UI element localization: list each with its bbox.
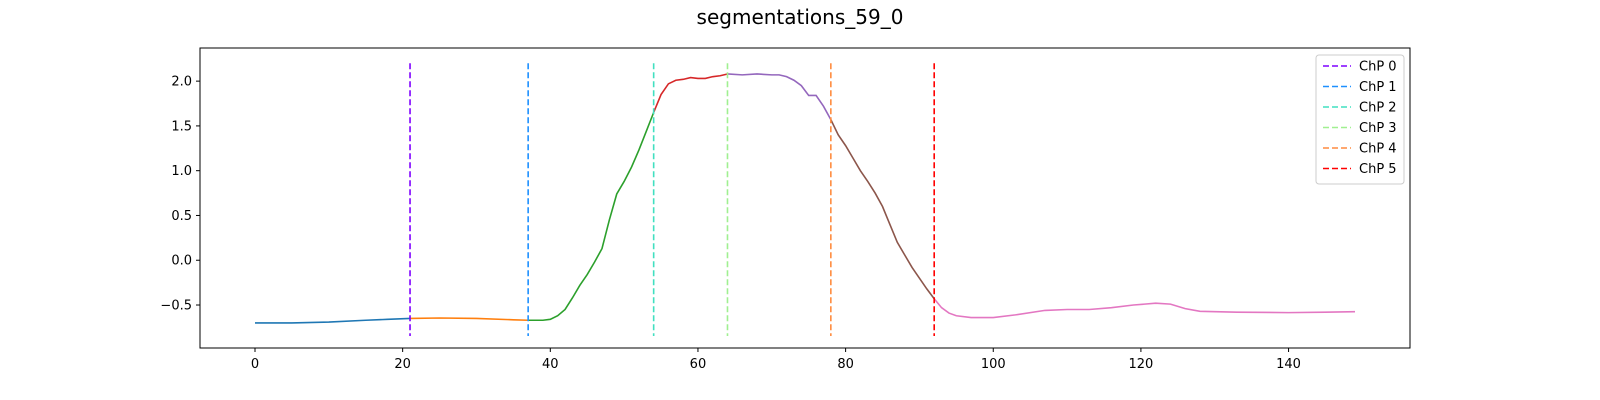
series-segment-6 — [933, 298, 1356, 319]
y-tick-label: 1.0 — [171, 164, 192, 179]
x-tick-label: 120 — [1128, 357, 1153, 372]
y-tick-label: 1.5 — [171, 119, 192, 134]
x-tick-label: 60 — [690, 357, 707, 372]
series-segment-1 — [410, 317, 529, 322]
series-segment-4 — [727, 73, 832, 121]
x-tick-label: 140 — [1276, 357, 1301, 372]
chart-title: segmentations_59_0 — [697, 5, 904, 29]
series-segment-3 — [652, 73, 728, 113]
series-segment-2 — [528, 112, 655, 322]
legend-label: ChP 5 — [1359, 162, 1397, 177]
plot-area — [255, 63, 1356, 336]
series-segment-0 — [255, 317, 411, 324]
y-tick-label: 2.0 — [171, 75, 192, 90]
legend-label: ChP 0 — [1359, 60, 1397, 75]
legend-label: ChP 3 — [1359, 121, 1397, 136]
series-segment-5 — [830, 119, 935, 300]
x-tick-label: 80 — [837, 357, 854, 372]
y-axis: −0.5 0.0 0.5 1.0 1.5 2.0 — [160, 75, 200, 314]
x-axis: 0 20 40 60 80 100 120 140 — [251, 348, 1301, 372]
x-tick-label: 40 — [542, 357, 559, 372]
x-tick-label: 20 — [394, 357, 411, 372]
legend-label: ChP 2 — [1359, 101, 1397, 116]
x-tick-label: 0 — [251, 357, 259, 372]
y-tick-label: 0.0 — [171, 254, 192, 269]
plot-frame — [199, 47, 1411, 349]
y-tick-label: 0.5 — [171, 209, 192, 224]
legend-label: ChP 1 — [1359, 80, 1397, 95]
y-tick-label: −0.5 — [160, 299, 192, 314]
legend: ChP 0 ChP 1 ChP 2 ChP 3 ChP 4 ChP 5 — [1315, 54, 1405, 185]
legend-label: ChP 4 — [1359, 142, 1397, 157]
x-tick-label: 100 — [981, 357, 1006, 372]
